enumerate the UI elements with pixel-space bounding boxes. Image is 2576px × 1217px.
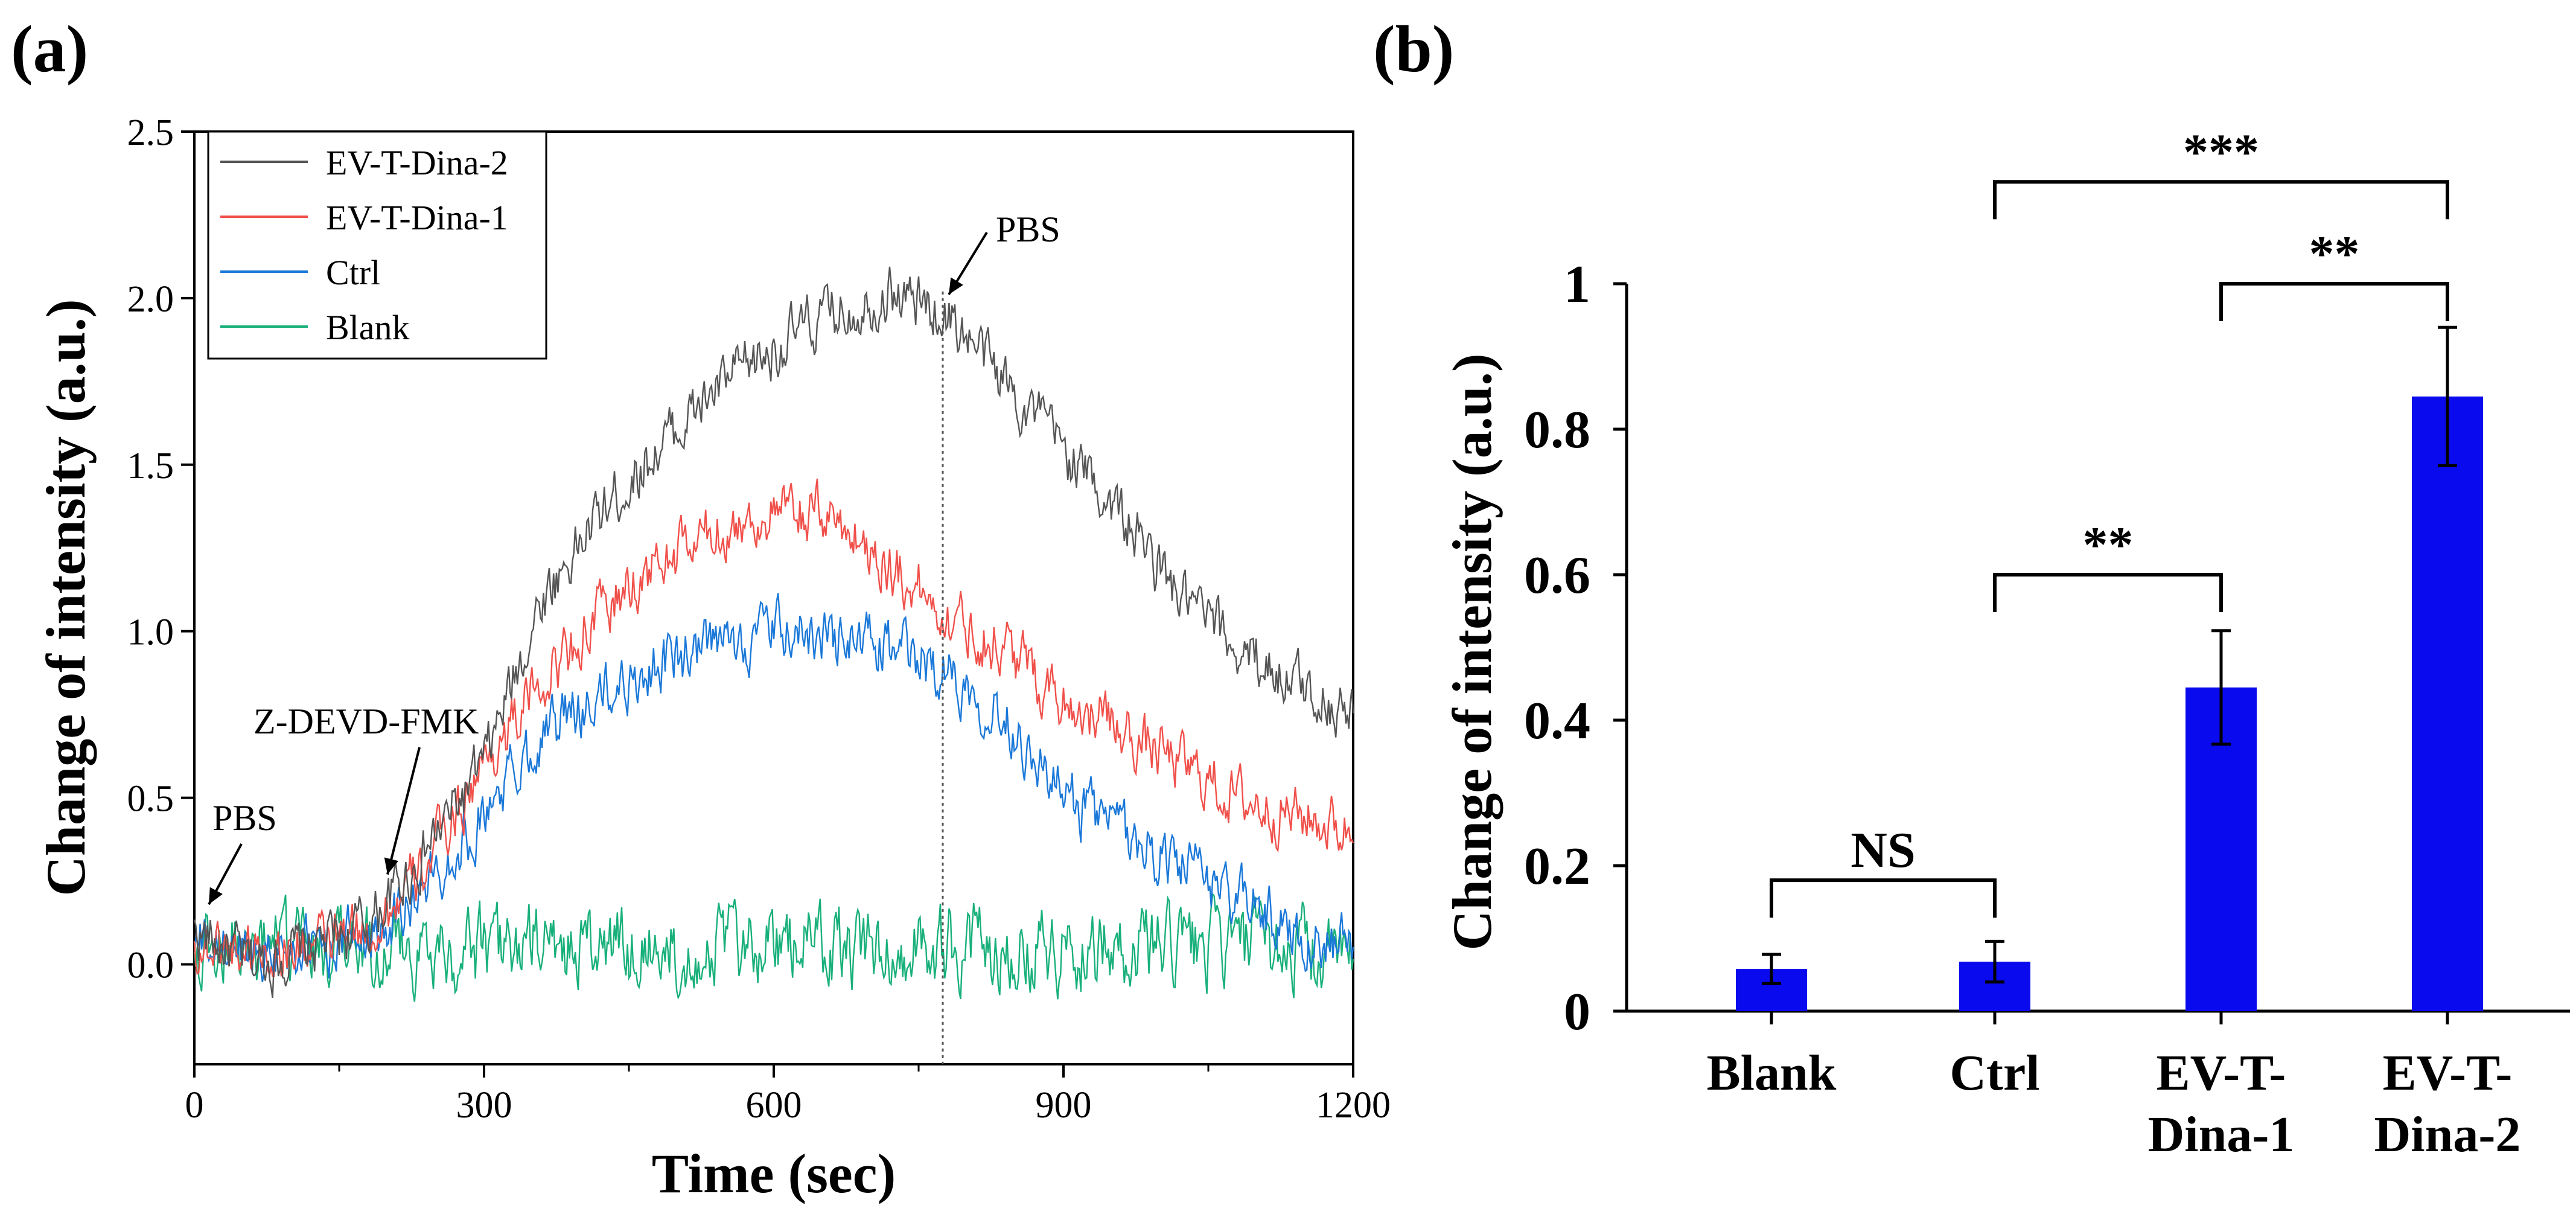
x-tick-label: 300 — [456, 1085, 512, 1126]
panel-a-label: (a) — [11, 12, 88, 86]
significance-bracket — [1993, 573, 2223, 612]
panel-b-label: (b) — [1373, 12, 1454, 86]
significance-bracket — [1993, 180, 2449, 220]
panel-a-legend: EV-T-Dina-2 EV-T-Dina-1 Ctrl Blank — [207, 130, 547, 360]
category-label: EV-T- — [2157, 1045, 2286, 1101]
legend-label: EV-T-Dina-1 — [326, 198, 508, 237]
annotation-arrow — [386, 747, 421, 875]
y-tick-label: 0 — [1564, 983, 1590, 1041]
y-tick-label: 0.0 — [127, 945, 174, 986]
x-tick-label: 600 — [746, 1085, 802, 1126]
annotation-pbs-end: PBS — [996, 209, 1060, 249]
legend-label: Blank — [326, 308, 410, 347]
panel-a-x-axis-label: Time (sec) — [652, 1143, 896, 1204]
panel-b: (b) 0 0.2 0.4 0.6 0.8 1 Change of intensity (… — [1373, 12, 2570, 1163]
y-tick-label: 1.0 — [127, 612, 174, 653]
annotation-arrowhead — [949, 277, 963, 295]
series-line-ev-t-dina-1 — [193, 478, 1354, 978]
y-tick-label: 0.8 — [1524, 401, 1590, 459]
significance-label: ** — [2083, 517, 2134, 573]
series-line-blank — [193, 892, 1354, 1002]
series-line-ev-t-dina-2 — [193, 266, 1354, 998]
x-tick-label: 0 — [185, 1085, 204, 1126]
significance-bracket — [1770, 878, 1997, 918]
significance-bracket — [2219, 282, 2449, 321]
y-tick-label: 0.5 — [127, 779, 174, 820]
annotation-pbs-start: PBS — [212, 798, 277, 838]
y-tick-label: 1.5 — [127, 446, 174, 487]
series-line-ctrl — [193, 593, 1354, 982]
x-tick-label: 900 — [1036, 1085, 1092, 1126]
panel-a: (a) 0.0 0.5 1.0 1.5 2.0 2.5 0 300 600 900 1200 Ch… — [11, 12, 1391, 1204]
category-label: Ctrl — [1950, 1045, 2039, 1101]
annotation-z-devd-fmk: Z-DEVD-FMK — [253, 701, 479, 741]
significance-label: ** — [2309, 226, 2360, 282]
panel-b-y-axis-label: Change of intensity (a.u.) — [1441, 353, 1503, 950]
y-tick-label: 0.4 — [1524, 692, 1590, 750]
category-label: EV-T- — [2383, 1045, 2513, 1101]
legend-label: Ctrl — [326, 253, 380, 292]
x-tick-label: 1200 — [1316, 1085, 1391, 1126]
y-tick-label: 2.5 — [127, 112, 174, 153]
annotation-arrowhead — [384, 857, 398, 875]
y-tick-label: 1 — [1564, 255, 1590, 314]
significance-label: NS — [1851, 822, 1915, 878]
y-tick-label: 0.2 — [1524, 837, 1590, 896]
legend-box — [207, 130, 547, 360]
bar — [2412, 396, 2483, 1011]
panel-a-y-axis-label: Change of intensity (a.u.) — [35, 299, 97, 896]
y-tick-label: 2.0 — [127, 279, 174, 320]
legend-label: EV-T-Dina-2 — [326, 143, 508, 182]
category-label: Dina-2 — [2374, 1107, 2521, 1163]
category-label: Blank — [1707, 1045, 1837, 1101]
significance-label: *** — [2183, 124, 2259, 180]
category-label: Dina-1 — [2148, 1107, 2295, 1163]
annotation-arrowhead — [209, 887, 223, 905]
y-tick-label: 0.6 — [1524, 546, 1590, 605]
